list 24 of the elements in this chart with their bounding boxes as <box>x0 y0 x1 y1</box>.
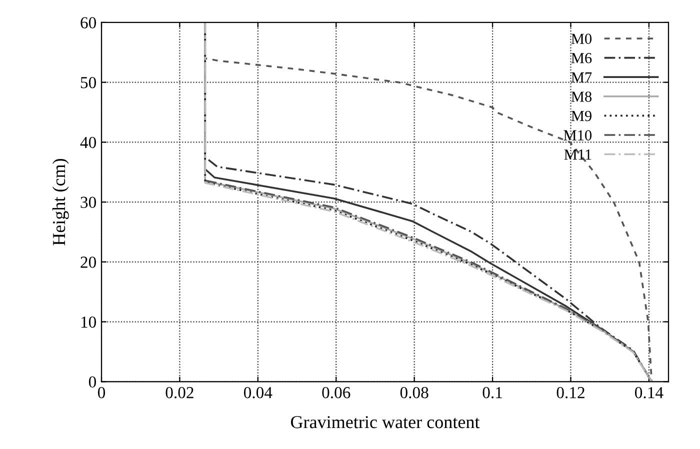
y-tick-label: 10 <box>81 316 96 328</box>
y-tick-label: 40 <box>80 136 96 148</box>
legend-label: M9 <box>571 110 592 122</box>
x-tick-label: 0.12 <box>556 386 584 398</box>
x-tick-label: 0.1 <box>482 386 502 398</box>
legend-label: M6 <box>571 53 592 64</box>
x-tick-label: 0.14 <box>635 386 664 398</box>
y-tick-label: 60 <box>80 17 96 28</box>
x-tick-label: 0.08 <box>400 386 428 398</box>
x-tick-label: 0 <box>98 386 106 398</box>
y-tick-label: 0 <box>88 376 96 388</box>
legend-label: M10 <box>564 130 592 140</box>
x-axis-title: Gravimetric water content <box>290 416 480 428</box>
legend-label: M7 <box>571 72 592 82</box>
legend-label: M11 <box>564 150 592 160</box>
legend-label: M0 <box>571 34 592 44</box>
x-tick-label: 0.02 <box>166 386 194 398</box>
y-tick-label: 50 <box>80 77 96 88</box>
x-tick-label: 0.06 <box>322 386 350 398</box>
y-tick-label: 30 <box>80 196 96 208</box>
legend-label: M8 <box>571 92 592 102</box>
y-tick-label: 20 <box>80 256 96 268</box>
y-axis-title: Height (cm) <box>52 158 69 246</box>
x-tick-label: 0.04 <box>244 386 272 398</box>
